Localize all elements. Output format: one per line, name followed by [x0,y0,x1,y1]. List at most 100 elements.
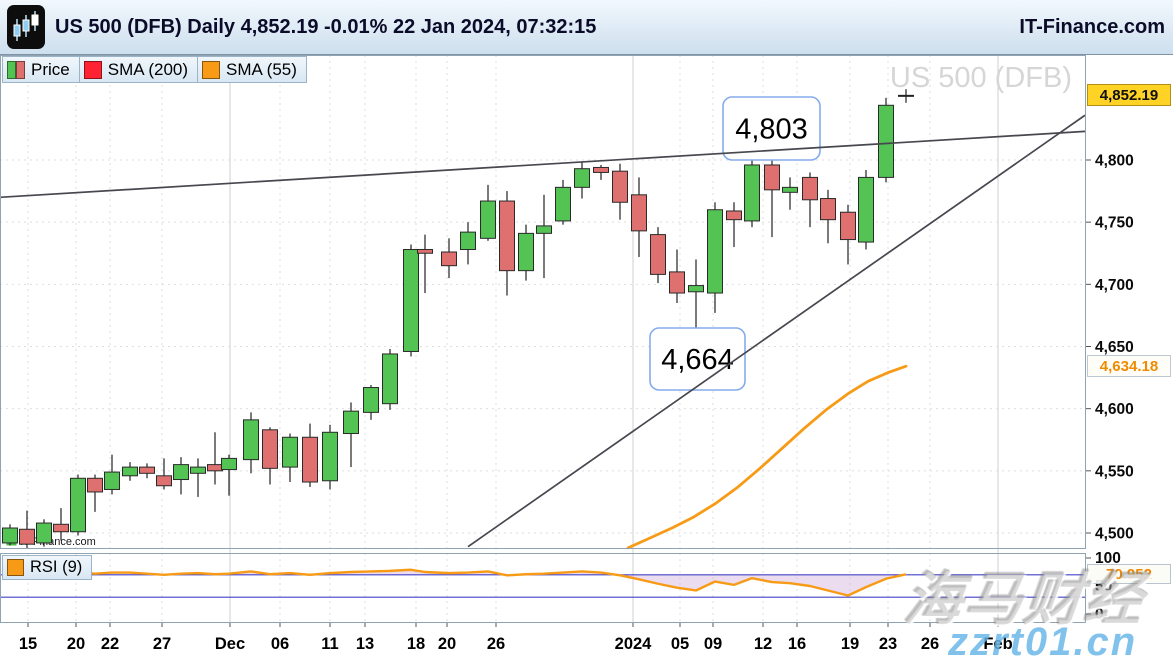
candlestick-logo-glyph [13,11,39,41]
annotation-box-high[interactable] [722,96,821,161]
legend-sma200-label: SMA (200) [107,59,189,79]
x-axis-label: 18 [407,635,425,653]
candle-up [707,209,723,294]
candle-up [221,457,237,471]
x-axis-label: 26 [921,635,939,653]
rsi-swatch-icon [7,559,24,576]
candle-up [460,231,476,251]
x-axis-label: Feb [983,635,1012,653]
candle-up [2,527,18,544]
x-axis-label: 09 [704,635,722,653]
legend-chip-price[interactable]: Price [2,56,80,83]
candle-down [441,251,457,267]
candle-up [782,186,798,193]
annotation-low-label: 4,664 [661,344,734,376]
x-axis-label: 06 [271,635,289,653]
brand-link[interactable]: IT-Finance.com [1019,15,1165,38]
y-axis-label: 4,600 [1095,401,1134,418]
trendline-resistance [0,130,1086,199]
candle-up [343,410,359,435]
trendline-support [467,114,1086,548]
rsi-value-tag: 70.952 [1087,564,1171,585]
rsi-line [9,568,907,597]
candle-up [518,232,534,272]
candle-down [139,466,155,474]
candle-up [536,225,552,234]
annotation-high-label: 4,803 [735,114,808,146]
sma55-value-tag: 4,634.18 [1087,355,1171,378]
candle-down [19,528,35,545]
candle-down [302,436,318,483]
candle-up [744,164,760,222]
candle-up [104,471,120,490]
watermark-symbol: US 500 (DFB) [890,62,1072,94]
instrument-title: US 500 (DFB) Daily 4,852.19 -0.01% 22 Ja… [55,15,597,38]
candle-up [688,285,704,293]
sma55-line [626,364,908,550]
rsi-pane-border [0,553,1086,623]
candle-up [403,249,419,352]
x-axis-label: 19 [841,635,859,653]
candle-up [173,464,189,481]
rsi-fill-area [10,569,906,596]
candle-down [631,194,647,232]
legend-rsi-label: RSI (9) [30,558,83,576]
candle-up [70,477,86,533]
y-axis-label: 4,650 [1095,339,1134,356]
y-axis-label: 4,800 [1095,153,1134,170]
candle-down [764,164,780,191]
rsi-axis-label: 100 [1095,550,1121,567]
last-price-tag: 4,852.19 [1087,84,1171,107]
title-bar: US 500 (DFB) Daily 4,852.19 -0.01% 22 Ja… [0,0,1173,55]
app-logo-icon [7,5,45,49]
x-axis-label: Dec [215,635,245,653]
candle-up [555,186,571,222]
x-axis-label: 27 [153,635,171,653]
legend-chip-sma55[interactable]: SMA (55) [197,56,307,83]
x-axis-label: 13 [356,635,374,653]
candle-down [262,429,278,469]
x-axis-label: 26 [487,635,505,653]
candle-up [363,387,379,413]
candle-down [417,249,433,254]
candle-down [612,170,628,203]
x-axis-label: 20 [438,635,456,653]
candle-up [282,436,298,468]
sma200-swatch-icon [83,60,102,79]
candle-up [122,466,138,477]
x-axis-label: 16 [788,635,806,653]
legend-sma55-label: SMA (55) [226,59,297,79]
candle-down [840,211,856,241]
x-axis-label: 2024 [615,635,653,653]
price-pane-border [0,55,1086,549]
x-axis-label: 15 [19,635,37,653]
y-axis-label: 4,500 [1095,525,1134,542]
y-axis-label: 4,550 [1095,463,1134,480]
candle-up [858,176,874,243]
x-axis-label: 12 [754,635,772,653]
x-axis-label: 11 [321,635,338,653]
candle-down [207,464,223,472]
annotation-box-low[interactable] [649,327,746,391]
candle-down [669,271,685,294]
rsi-pane-legend: RSI (9) [2,555,93,580]
candle-down [650,234,666,275]
price-pane-legend: Price SMA (200) SMA (55) [2,56,307,83]
rsi-axis-label: 0 [1095,606,1104,623]
x-axis-label: 23 [879,635,897,653]
price-swatch-icon [7,60,25,79]
candle-down [87,477,103,493]
candle-up [574,168,590,188]
legend-chip-sma200[interactable]: SMA (200) [78,56,199,83]
y-axis-label: 4,700 [1095,277,1134,294]
candle-up [243,419,259,461]
candle-up [322,431,338,482]
legend-chip-rsi[interactable]: RSI (9) [2,555,93,580]
candle-down [820,198,836,221]
x-axis-label: 22 [101,635,119,653]
candle-down [802,176,818,201]
candle-down [156,475,172,487]
candle-up [480,200,496,239]
